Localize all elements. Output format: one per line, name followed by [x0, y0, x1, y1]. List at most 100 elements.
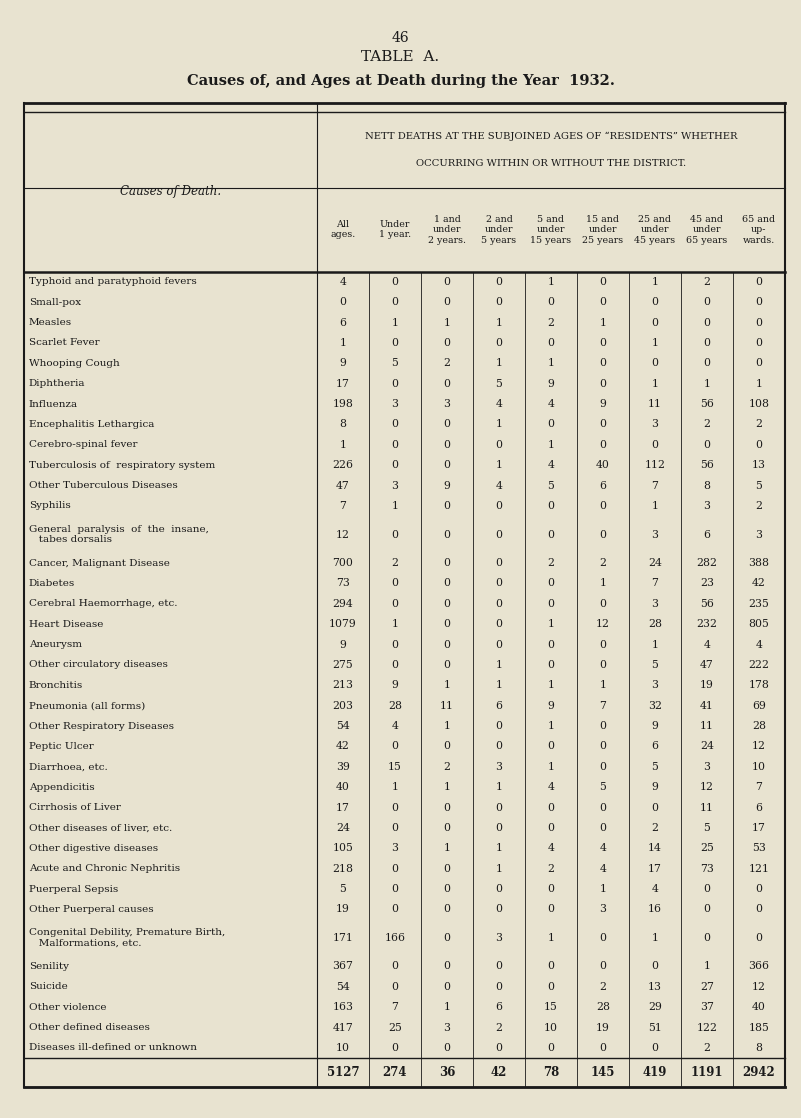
Text: 0: 0 [651, 439, 658, 449]
Text: 6: 6 [340, 318, 347, 328]
Text: 0: 0 [496, 599, 502, 609]
Text: 0: 0 [392, 823, 398, 833]
Text: 15: 15 [388, 761, 402, 771]
Text: 4: 4 [496, 481, 502, 491]
Text: 0: 0 [392, 1043, 398, 1053]
Text: 0: 0 [599, 1043, 606, 1053]
Text: 3: 3 [651, 599, 658, 609]
Text: 2: 2 [599, 558, 606, 568]
Text: 69: 69 [752, 701, 766, 711]
Text: 3: 3 [392, 843, 398, 853]
Text: 1: 1 [392, 619, 398, 629]
Text: 1: 1 [496, 660, 502, 670]
Text: Causes of Death.: Causes of Death. [120, 186, 221, 198]
Text: 0: 0 [392, 338, 398, 348]
Text: 0: 0 [651, 359, 658, 368]
Text: Congenital Debility, Premature Birth,
   Malformations, etc.: Congenital Debility, Premature Birth, Ma… [29, 928, 225, 948]
Text: 56: 56 [700, 461, 714, 471]
Text: 65 and
up-
wards.: 65 and up- wards. [743, 215, 775, 245]
Text: 15: 15 [544, 1002, 558, 1012]
Text: 1: 1 [444, 721, 450, 731]
Text: 12: 12 [596, 619, 610, 629]
Text: 42: 42 [336, 741, 350, 751]
Text: 0: 0 [548, 803, 554, 813]
Text: 0: 0 [651, 1043, 658, 1053]
Text: 1: 1 [548, 619, 554, 629]
Text: 0: 0 [755, 297, 763, 307]
Text: 282: 282 [697, 558, 718, 568]
Text: TABLE  A.: TABLE A. [361, 50, 440, 65]
Text: 2: 2 [548, 318, 554, 328]
Text: 0: 0 [496, 338, 502, 348]
Text: 1: 1 [496, 419, 502, 429]
Text: 5: 5 [703, 823, 710, 833]
Text: 4: 4 [600, 843, 606, 853]
Text: 2: 2 [444, 761, 450, 771]
Text: 5 and
under
15 years: 5 and under 15 years [530, 215, 572, 245]
Text: 45 and
under
65 years: 45 and under 65 years [686, 215, 727, 245]
Text: All
ages.: All ages. [330, 220, 356, 239]
Text: Aneurysm: Aneurysm [29, 639, 82, 650]
Text: Other Tuberculous Diseases: Other Tuberculous Diseases [29, 481, 178, 490]
Text: 5: 5 [600, 783, 606, 793]
Text: 0: 0 [444, 864, 450, 873]
Text: Other digestive diseases: Other digestive diseases [29, 844, 158, 853]
Text: Typhoid and paratyphoid fevers: Typhoid and paratyphoid fevers [29, 277, 196, 286]
Text: Other defined diseases: Other defined diseases [29, 1023, 150, 1032]
Text: 54: 54 [336, 982, 350, 992]
Text: 108: 108 [748, 399, 770, 409]
Text: 0: 0 [496, 619, 502, 629]
Text: 2: 2 [548, 558, 554, 568]
Text: 0: 0 [599, 530, 606, 540]
Text: 4: 4 [548, 461, 554, 471]
Text: 0: 0 [444, 277, 450, 287]
Text: 1: 1 [703, 961, 710, 972]
Text: 0: 0 [599, 599, 606, 609]
Text: 1: 1 [444, 318, 450, 328]
Text: 0: 0 [444, 1043, 450, 1053]
Text: 47: 47 [700, 660, 714, 670]
Text: 1: 1 [496, 318, 502, 328]
Text: 5: 5 [651, 761, 658, 771]
Text: 1: 1 [599, 680, 606, 690]
Text: 46: 46 [392, 31, 409, 46]
Text: 25: 25 [700, 843, 714, 853]
Text: 0: 0 [496, 904, 502, 915]
Text: 0: 0 [444, 530, 450, 540]
Text: Other Puerperal causes: Other Puerperal causes [29, 904, 154, 913]
Text: 4: 4 [548, 399, 554, 409]
Text: 9: 9 [548, 379, 554, 389]
Text: 1: 1 [444, 1002, 450, 1012]
Text: 12: 12 [752, 741, 766, 751]
Text: 5: 5 [651, 660, 658, 670]
Text: 112: 112 [645, 461, 666, 471]
Text: General  paralysis  of  the  insane,
   tabes dorsalis: General paralysis of the insane, tabes d… [29, 524, 209, 544]
Text: 366: 366 [748, 961, 770, 972]
Text: 0: 0 [599, 419, 606, 429]
Text: 0: 0 [444, 932, 450, 942]
Text: 0: 0 [496, 721, 502, 731]
Text: 13: 13 [752, 461, 766, 471]
Text: 24: 24 [648, 558, 662, 568]
Text: 0: 0 [444, 961, 450, 972]
Text: 226: 226 [332, 461, 353, 471]
Text: 1: 1 [651, 932, 658, 942]
Text: 0: 0 [755, 904, 763, 915]
Text: Measles: Measles [29, 319, 72, 328]
Text: 0: 0 [651, 297, 658, 307]
Text: 9: 9 [651, 721, 658, 731]
Text: 32: 32 [648, 701, 662, 711]
Text: 2942: 2942 [743, 1065, 775, 1079]
Text: 388: 388 [748, 558, 770, 568]
Text: Diphtheria: Diphtheria [29, 379, 86, 388]
Text: 47: 47 [336, 481, 350, 491]
Text: 4: 4 [755, 639, 763, 650]
Text: 0: 0 [444, 599, 450, 609]
Text: 0: 0 [548, 639, 554, 650]
Text: Diabetes: Diabetes [29, 579, 75, 588]
Text: 3: 3 [651, 680, 658, 690]
Text: 24: 24 [336, 823, 350, 833]
Text: 19: 19 [596, 1023, 610, 1033]
Text: 1: 1 [444, 783, 450, 793]
Text: 8: 8 [755, 1043, 763, 1053]
